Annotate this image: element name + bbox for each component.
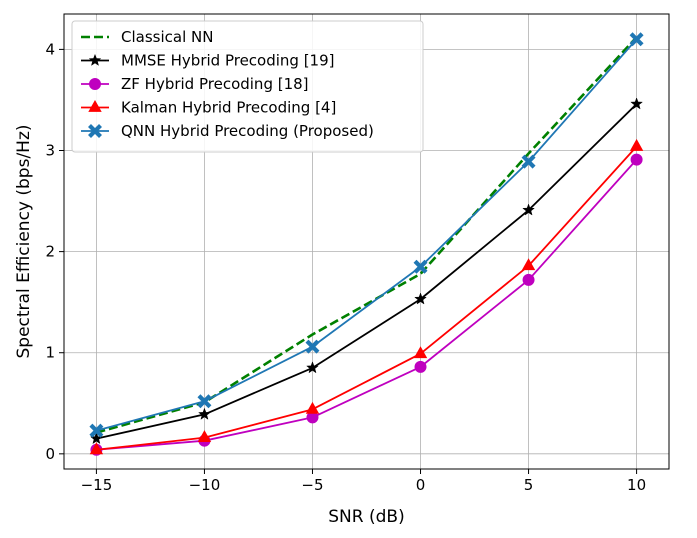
series-line bbox=[96, 158, 638, 451]
legend-marker bbox=[88, 99, 102, 112]
legend-box bbox=[71, 20, 424, 153]
legend-item: ZF Hybrid Precoding [18] bbox=[81, 75, 309, 93]
y-axis-label: Spectral Efficiency (bps/Hz) bbox=[14, 124, 34, 358]
data-point bbox=[521, 154, 536, 169]
data-point bbox=[630, 97, 643, 110]
data-point bbox=[629, 32, 644, 47]
legend: Classical NN MMSE Hybrid Precoding [19] ZF… bbox=[71, 20, 424, 153]
data-point bbox=[198, 407, 211, 420]
y-tick-label: 2 bbox=[45, 243, 55, 261]
legend-label: Kalman Hybrid Precoding [4] bbox=[121, 99, 336, 117]
series-line bbox=[96, 103, 638, 440]
legend-item: Kalman Hybrid Precoding [4] bbox=[81, 99, 336, 117]
data-point bbox=[522, 203, 535, 216]
data-point bbox=[413, 259, 428, 274]
series-line bbox=[96, 36, 638, 434]
y-tick-label: 0 bbox=[45, 445, 55, 463]
x-tick-label: 10 bbox=[627, 476, 646, 494]
data-point bbox=[197, 394, 212, 409]
plot-frame bbox=[63, 13, 670, 470]
y-tick-label: 3 bbox=[45, 142, 55, 160]
data-point bbox=[522, 273, 535, 286]
series-line bbox=[96, 145, 638, 451]
legend-marker bbox=[88, 124, 102, 138]
y-tick-label: 4 bbox=[45, 40, 55, 58]
data-point bbox=[630, 153, 643, 166]
axis-ticks: −15 −10 −5 0 5 10 0 1 2 3 4 bbox=[45, 40, 646, 494]
x-tick-label: −10 bbox=[189, 476, 221, 494]
data-point bbox=[521, 258, 536, 271]
legend-item: Classical NN bbox=[81, 28, 213, 46]
legend-item: QNN Hybrid Precoding (Proposed) bbox=[81, 122, 374, 140]
legend-label: Classical NN bbox=[121, 28, 213, 46]
legend-marker bbox=[89, 78, 101, 90]
series-1 bbox=[90, 97, 643, 445]
legend-marker bbox=[88, 53, 102, 66]
data-point bbox=[413, 346, 428, 359]
data-point bbox=[89, 423, 104, 438]
y-tick-label: 1 bbox=[45, 344, 55, 362]
legend-label: ZF Hybrid Precoding [18] bbox=[121, 75, 309, 93]
data-point bbox=[305, 401, 320, 414]
data-point bbox=[197, 430, 212, 443]
data-point bbox=[414, 360, 427, 373]
series-line bbox=[96, 38, 638, 432]
data-point bbox=[306, 361, 319, 374]
data-point bbox=[305, 339, 320, 354]
series-layer bbox=[89, 32, 644, 456]
legend-item: MMSE Hybrid Precoding [19] bbox=[81, 52, 335, 70]
x-tick-label: −5 bbox=[301, 476, 323, 494]
data-point bbox=[89, 442, 104, 455]
series-0 bbox=[96, 36, 638, 434]
x-tick-label: 0 bbox=[416, 476, 426, 494]
series-4 bbox=[89, 32, 644, 438]
x-tick-label: 5 bbox=[524, 476, 534, 494]
data-point bbox=[629, 138, 644, 151]
data-point bbox=[414, 292, 427, 305]
legend-label: MMSE Hybrid Precoding [19] bbox=[121, 52, 335, 70]
series-3 bbox=[89, 138, 644, 455]
x-axis-label: SNR (dB) bbox=[328, 507, 404, 527]
x-tick-label: −15 bbox=[81, 476, 113, 494]
legend-label: QNN Hybrid Precoding (Proposed) bbox=[121, 122, 374, 140]
